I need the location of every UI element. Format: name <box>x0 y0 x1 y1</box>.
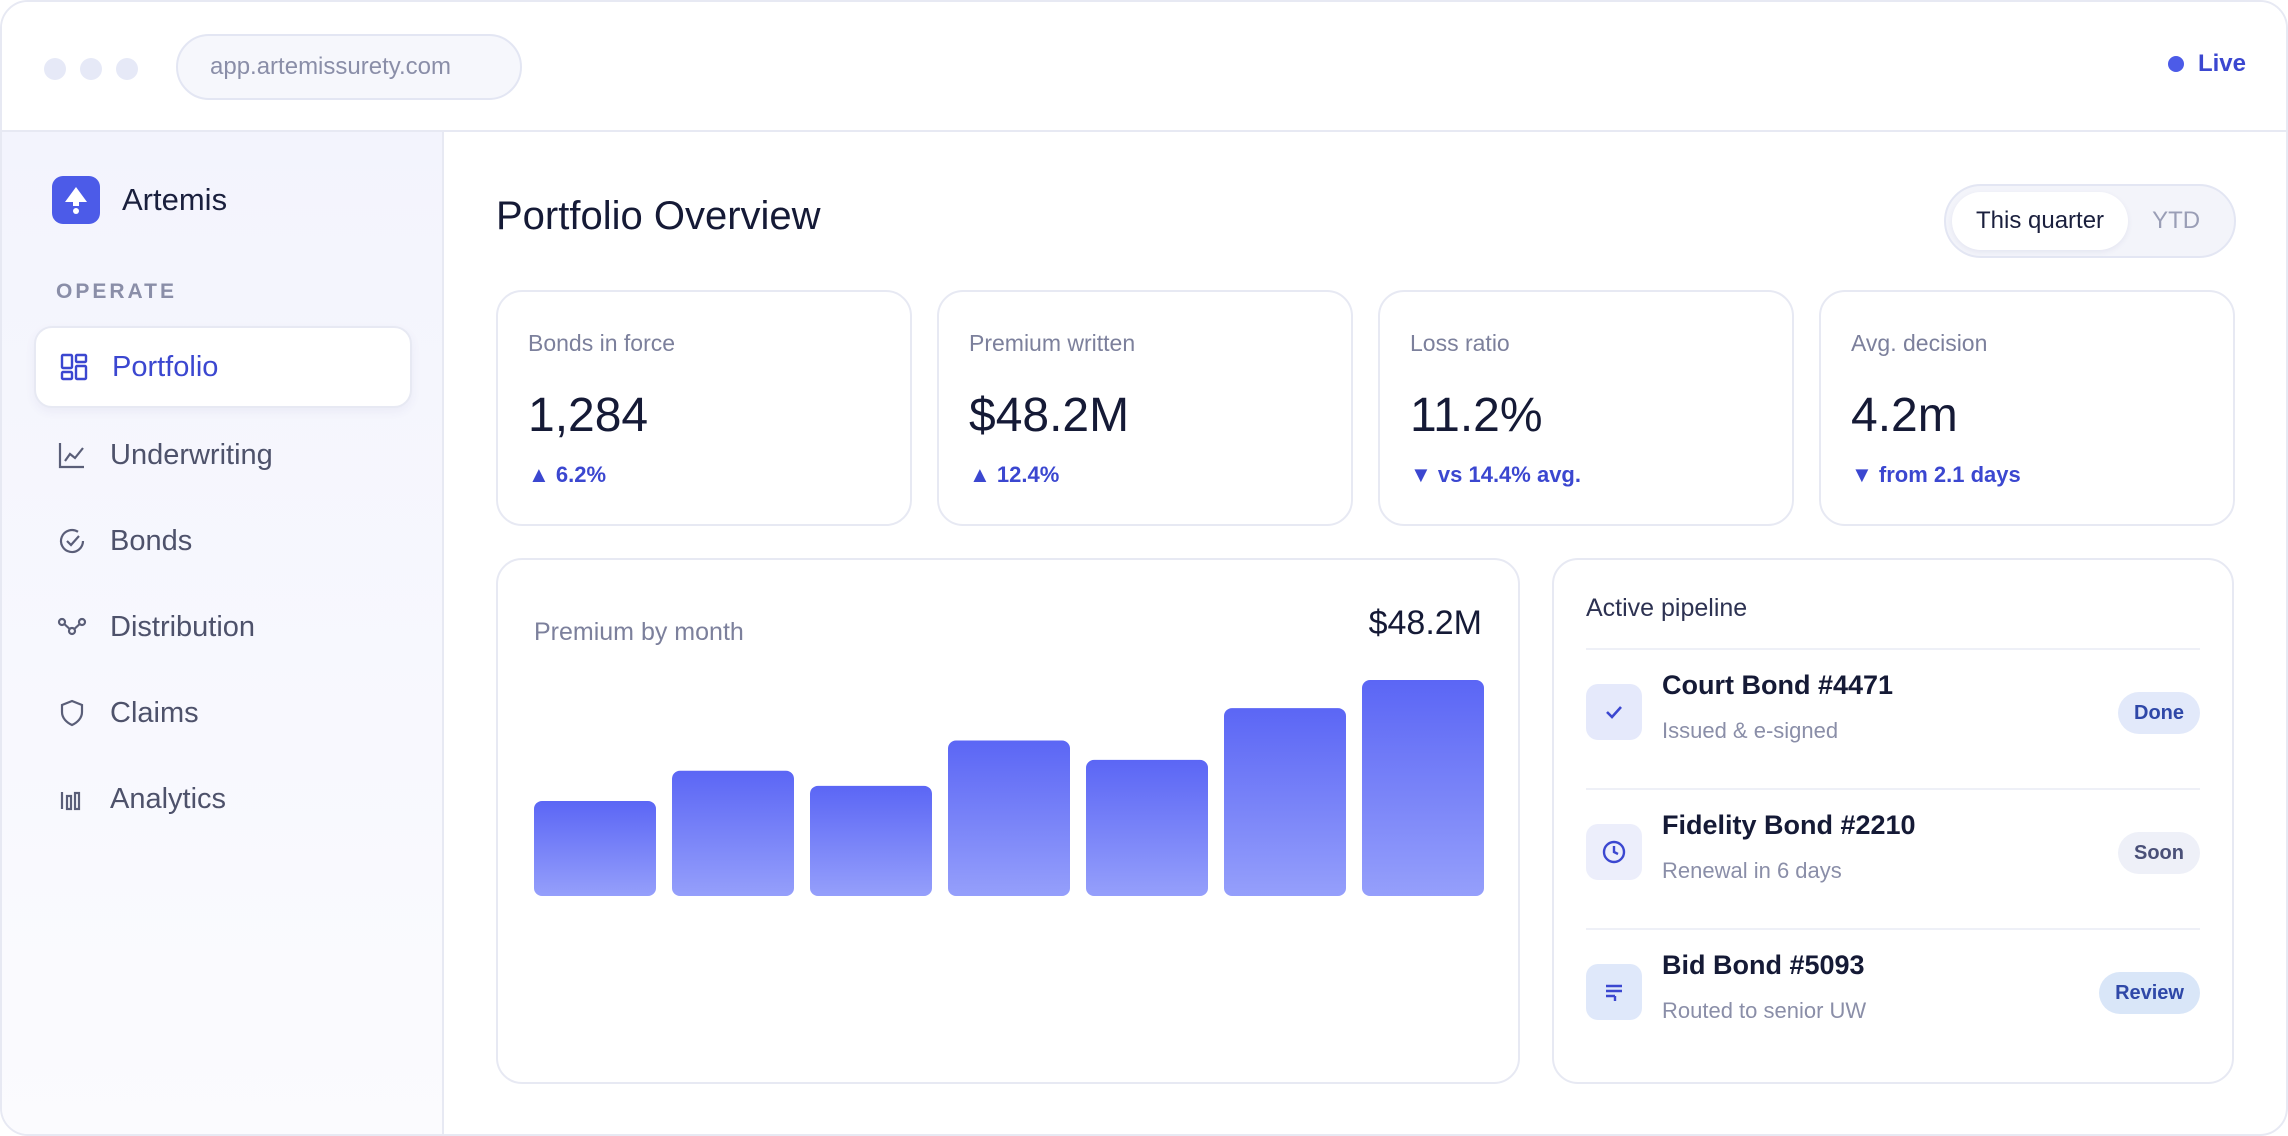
pipeline-item-name: Fidelity Bond #2210 <box>1662 810 1916 840</box>
status-badge: Done <box>2118 692 2200 734</box>
window-dot-close[interactable] <box>44 58 66 80</box>
pipeline-item-fidelity-bond[interactable]: Fidelity Bond #2210 Renewal in 6 days So… <box>1586 788 2200 928</box>
pipeline-item-name: Court Bond #4471 <box>1662 670 1894 700</box>
chart-title: Premium by month <box>534 618 744 646</box>
sidebar-item-underwriting[interactable]: Underwriting <box>34 414 412 496</box>
line-chart-icon <box>56 439 88 471</box>
sidebar: Artemis OPERATE Portfolio Underw <box>2 132 444 1134</box>
pipeline-item-bid-bond[interactable]: Bid Bond #5093 Routed to senior UW Revie… <box>1586 928 2200 1068</box>
sidebar-item-bonds[interactable]: Bonds <box>34 500 412 582</box>
sidebar-item-portfolio[interactable]: Portfolio <box>34 326 412 408</box>
kpi-label: Avg. decision <box>1851 330 1988 356</box>
kpi-delta: ▼ vs 14.4% avg. <box>1410 462 1581 487</box>
document-lines-icon <box>1586 964 1642 1020</box>
kpi-label: Loss ratio <box>1410 330 1510 356</box>
chart-bar <box>948 740 1070 896</box>
chart-bar <box>1086 759 1208 896</box>
grid-icon <box>58 351 90 383</box>
clock-icon <box>1586 824 1642 880</box>
browser-top-bar: app.artemissurety.com Live <box>2 2 2286 132</box>
pipeline-item-court-bond[interactable]: Court Bond #4471 Issued & e-signed Done <box>1586 648 2200 788</box>
network-icon <box>56 611 88 643</box>
main-content: Portfolio Overview This quarter YTD Bond… <box>446 132 2286 1134</box>
kpi-label: Premium written <box>969 330 1136 356</box>
sidebar-item-label: Underwriting <box>110 438 273 471</box>
brand-name: Artemis <box>122 182 228 217</box>
sidebar-item-distribution[interactable]: Distribution <box>34 586 412 668</box>
kpi-delta: ▲ 6.2% <box>528 462 607 487</box>
sidebar-item-label: Analytics <box>110 782 227 815</box>
premium-bar-chart <box>534 680 1484 896</box>
kpi-value: $48.2M <box>969 389 1130 442</box>
kpi-value: 4.2m <box>1851 389 1958 442</box>
check-circle-icon <box>56 525 88 557</box>
sidebar-item-label: Bonds <box>110 524 193 557</box>
sidebar-item-claims[interactable]: Claims <box>34 672 412 754</box>
live-status: Live <box>2167 50 2246 78</box>
chart-bar <box>810 785 932 896</box>
range-option-ytd[interactable]: YTD <box>2152 207 2201 234</box>
kpi-delta: ▲ 12.4% <box>969 462 1060 487</box>
window-dot-minimize[interactable] <box>80 58 102 80</box>
kpi-value: 11.2% <box>1410 389 1543 442</box>
url-bar[interactable]: app.artemissurety.com <box>176 34 522 100</box>
kpi-card-avg-decision: Avg. decision 4.2m ▼ from 2.1 days <box>1819 290 2235 526</box>
artemis-logo-icon <box>52 176 100 224</box>
chart-bar <box>534 800 656 896</box>
live-dot-icon <box>2167 56 2184 72</box>
check-icon <box>1586 684 1642 740</box>
bar-chart-icon <box>56 783 88 815</box>
kpi-delta: ▼ from 2.1 days <box>1851 462 2021 487</box>
kpi-label: Bonds in force <box>528 330 676 356</box>
sidebar-item-label: Portfolio <box>112 350 219 383</box>
nav-section-label: OPERATE <box>56 280 177 303</box>
brand[interactable]: Artemis <box>52 176 227 224</box>
sidebar-item-label: Distribution <box>110 610 256 643</box>
pipeline-item-subtitle: Issued & e-signed <box>1662 718 1839 743</box>
pipeline-item-subtitle: Renewal in 6 days <box>1662 858 1842 883</box>
chart-bar <box>672 770 794 896</box>
page-title: Portfolio Overview <box>496 194 821 238</box>
date-range-toggle: This quarter YTD <box>1944 184 2236 258</box>
status-badge: Soon <box>2118 832 2200 874</box>
kpi-card-bonds-in-force: Bonds in force 1,284 ▲ 6.2% <box>496 290 912 526</box>
chart-bar <box>1362 680 1484 896</box>
pipeline-title: Active pipeline <box>1586 594 1748 622</box>
pipeline-item-subtitle: Routed to senior UW <box>1662 998 1867 1023</box>
kpi-value: 1,284 <box>528 389 649 442</box>
sidebar-item-label: Claims <box>110 696 199 729</box>
premium-chart-card: Premium by month $48.2M <box>496 558 1520 1084</box>
chart-total: $48.2M <box>1368 604 1482 642</box>
kpi-card-loss-ratio: Loss ratio 11.2% ▼ vs 14.4% avg. <box>1378 290 1794 526</box>
chart-bar <box>1224 708 1346 896</box>
range-option-this-quarter[interactable]: This quarter <box>1952 192 2129 250</box>
status-badge: Review <box>2099 972 2200 1014</box>
window-dot-maximize[interactable] <box>116 58 138 80</box>
live-status-label: Live <box>2197 50 2246 77</box>
shield-icon <box>56 697 88 729</box>
pipeline-item-name: Bid Bond #5093 <box>1662 950 1865 980</box>
sidebar-item-analytics[interactable]: Analytics <box>34 758 412 840</box>
active-pipeline-card: Active pipeline Court Bond #4471 Issued … <box>1552 558 2234 1084</box>
kpi-card-premium-written: Premium written $48.2M ▲ 12.4% <box>937 290 1353 526</box>
